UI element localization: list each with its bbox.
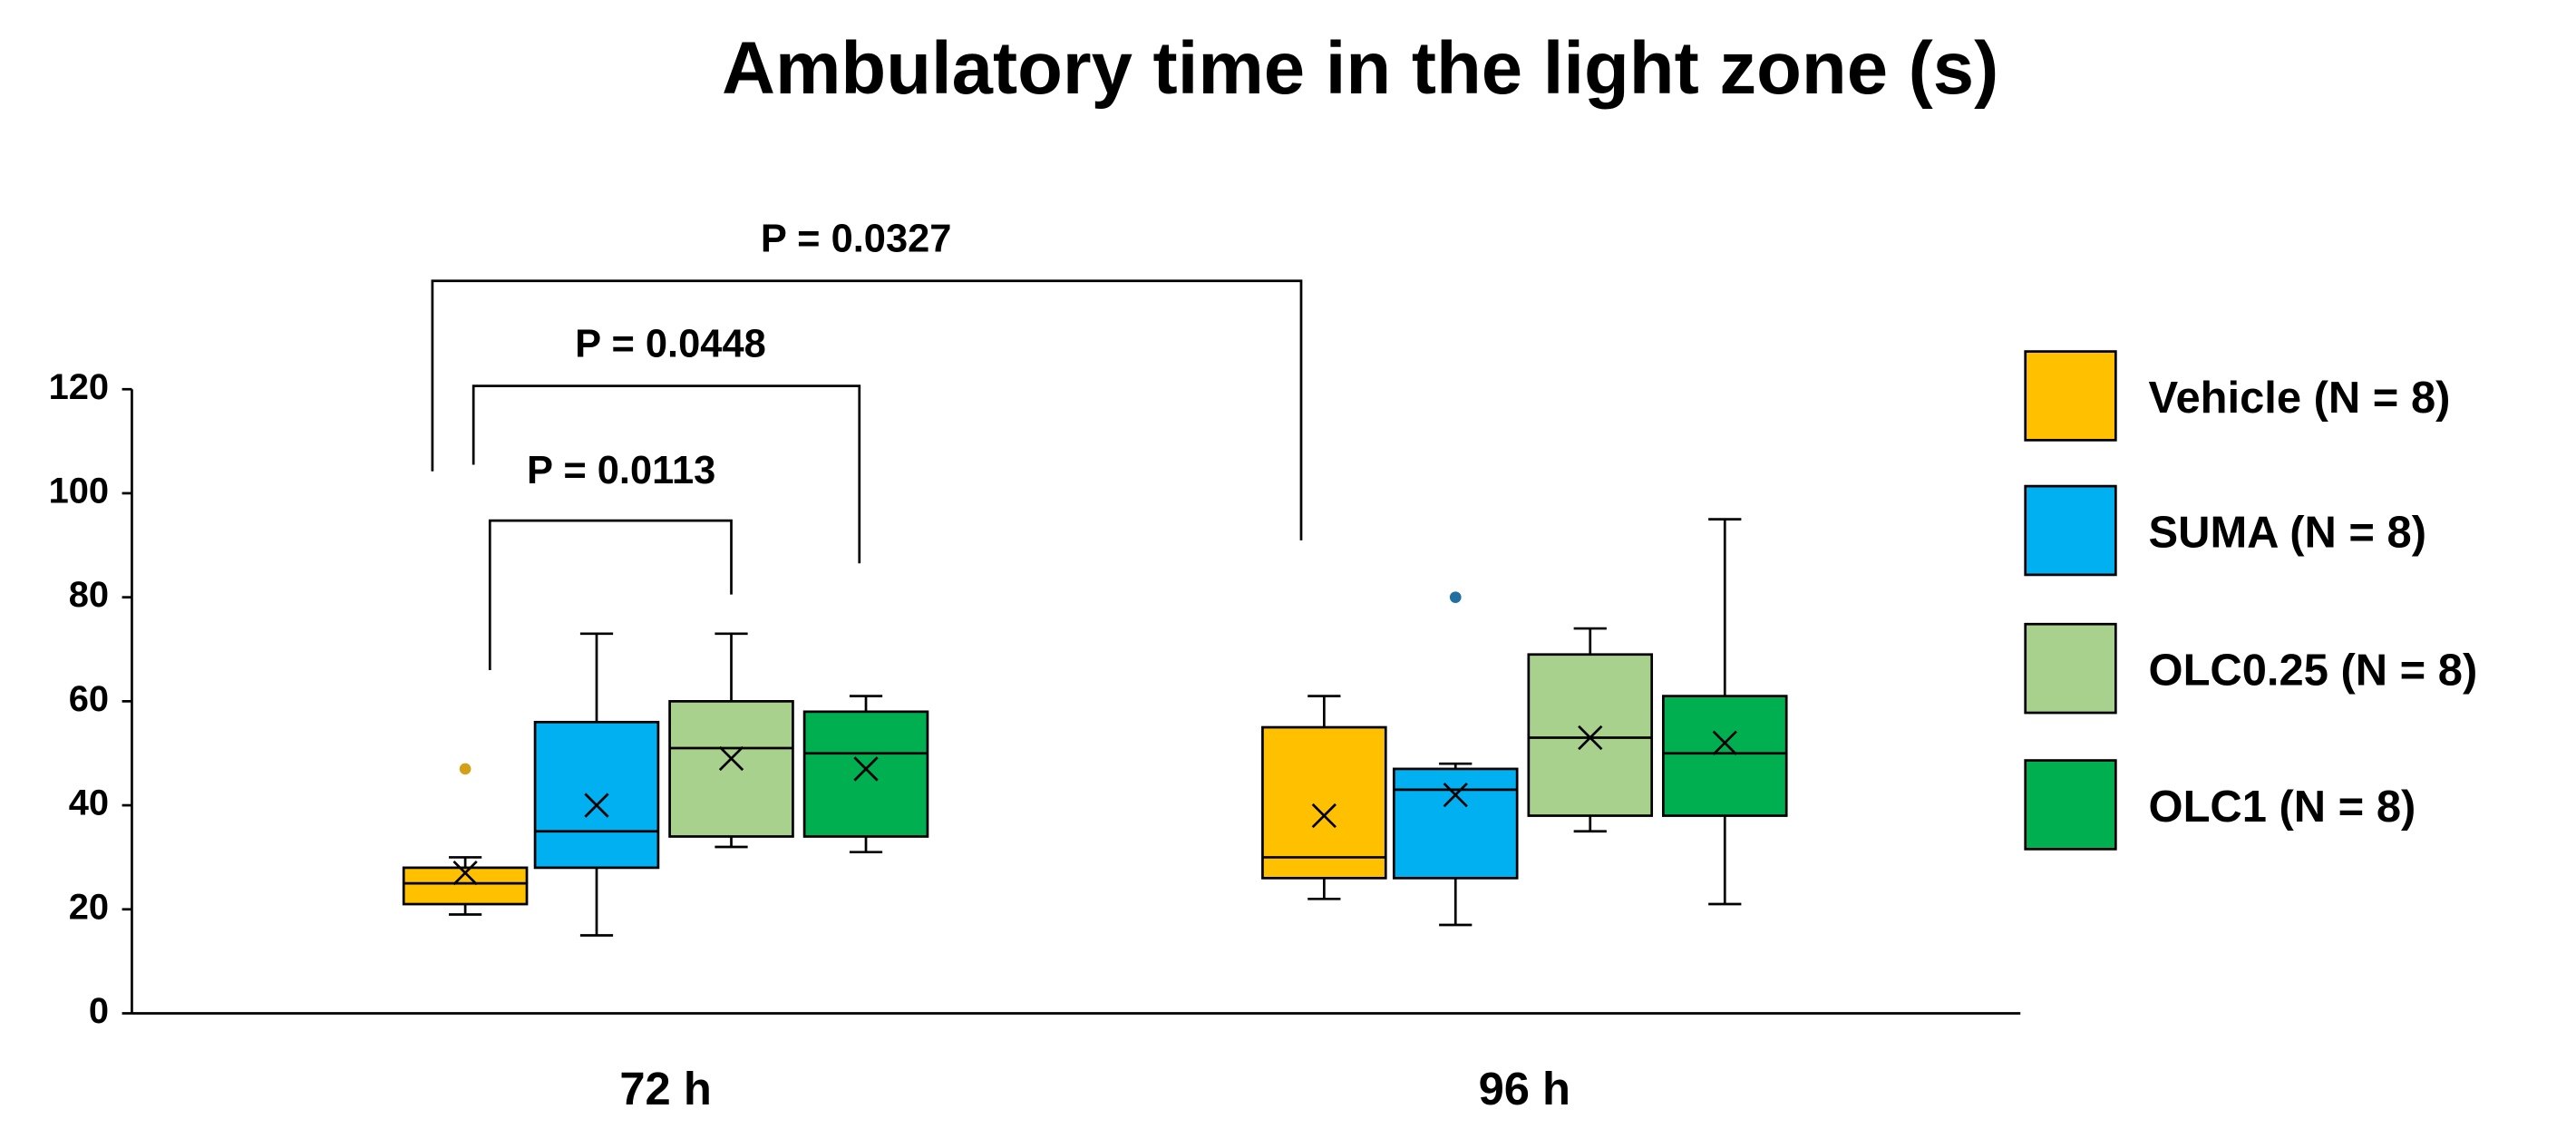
significance-bracket <box>471 384 861 564</box>
mean-marker <box>584 793 609 818</box>
box <box>1527 653 1654 817</box>
y-tick-label: 20 <box>69 887 109 927</box>
legend-label: SUMA (N = 8) <box>2149 508 2427 557</box>
legend-label: OLC0.25 (N = 8) <box>2149 646 2478 695</box>
significance-bracket <box>431 279 1303 540</box>
chart-title: Ambulatory time in the light zone (s) <box>722 27 1998 110</box>
p-value-label: P = 0.0113 <box>527 449 715 492</box>
box <box>668 700 794 838</box>
legend-swatch <box>2024 350 2117 442</box>
mean-marker <box>718 745 744 772</box>
p-value-label: P = 0.0448 <box>575 323 766 366</box>
mean-marker <box>1443 782 1468 808</box>
legend-label: Vehicle (N = 8) <box>2149 374 2451 423</box>
box <box>802 710 929 838</box>
legend-swatch <box>2024 622 2117 715</box>
mean-marker <box>853 756 879 782</box>
y-tick-label: 80 <box>69 575 109 615</box>
p-value-label: P = 0.0327 <box>761 218 952 261</box>
box <box>1392 767 1519 880</box>
box <box>402 866 529 906</box>
legend-label: OLC1 (N = 8) <box>2149 783 2416 832</box>
mean-marker <box>452 860 478 886</box>
x-tick-label: 72 h <box>619 1063 711 1114</box>
outlier <box>1449 591 1462 603</box>
y-tick-label: 100 <box>49 471 109 511</box>
legend-swatch <box>2024 484 2117 577</box>
legend-swatch <box>2024 759 2117 851</box>
y-tick-label: 60 <box>69 679 109 719</box>
significance-bracket <box>488 519 733 670</box>
box <box>1661 695 1788 817</box>
mean-marker <box>1578 725 1603 751</box>
box <box>1261 725 1387 880</box>
y-tick-label: 0 <box>89 991 109 1031</box>
mean-marker <box>1311 803 1337 829</box>
outlier <box>459 763 471 775</box>
mean-marker <box>1712 730 1737 755</box>
box <box>533 720 660 870</box>
y-tick-label: 40 <box>69 783 109 823</box>
x-tick-label: 96 h <box>1479 1063 1570 1114</box>
y-tick-label: 120 <box>49 367 109 407</box>
